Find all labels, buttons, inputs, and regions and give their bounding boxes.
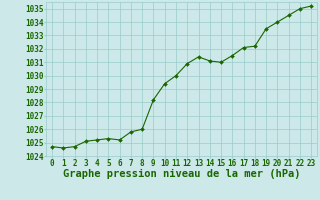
X-axis label: Graphe pression niveau de la mer (hPa): Graphe pression niveau de la mer (hPa) (63, 169, 300, 179)
